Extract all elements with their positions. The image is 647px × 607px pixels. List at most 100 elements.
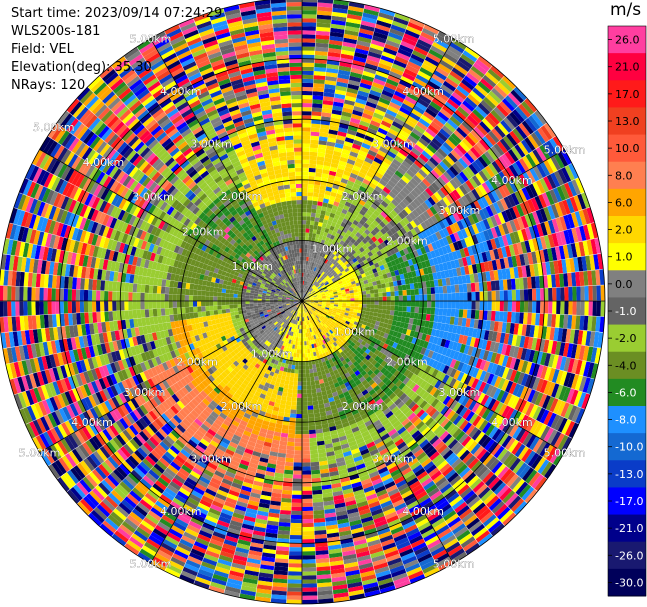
range-gate — [524, 214, 533, 227]
range-gate — [295, 357, 299, 362]
range-gate — [358, 150, 368, 157]
range-gate — [304, 276, 306, 281]
range-gate — [438, 238, 446, 248]
range-gate — [390, 67, 404, 76]
range-gate — [456, 126, 468, 138]
range-gate — [410, 295, 416, 301]
range-gate — [449, 70, 464, 82]
range-gate — [308, 257, 312, 262]
range-gate — [336, 270, 342, 275]
range-gate — [490, 238, 497, 250]
range-gate — [418, 204, 427, 213]
range-gate — [476, 141, 487, 154]
range-gate — [355, 157, 365, 165]
range-gate — [317, 251, 321, 256]
range-gate — [362, 304, 367, 308]
range-gate — [450, 149, 461, 161]
range-gate — [325, 250, 331, 256]
range-gate — [322, 235, 327, 241]
range-gate — [287, 583, 302, 588]
range-gate — [532, 238, 539, 252]
range-gate — [339, 212, 346, 219]
range-gate — [302, 58, 315, 63]
range-gate — [307, 277, 310, 282]
range-gate — [540, 125, 553, 140]
range-gate — [527, 301, 533, 313]
range-gate — [410, 228, 418, 237]
range-gate — [346, 158, 356, 166]
range-gate — [375, 23, 391, 32]
range-gate — [368, 93, 380, 101]
range-gate — [419, 153, 429, 163]
range-gate — [468, 177, 478, 189]
range-gate — [506, 114, 519, 128]
range-gate — [370, 43, 384, 52]
range-gate — [329, 212, 336, 218]
range-gate — [474, 310, 480, 320]
range-gate — [302, 377, 307, 382]
range-gate — [381, 51, 396, 60]
range-gate — [335, 268, 340, 273]
range-gate — [385, 39, 400, 49]
range-gate — [344, 214, 351, 221]
range-gate — [443, 184, 453, 194]
range-gate — [308, 293, 313, 297]
range-gate — [323, 268, 328, 273]
range-gate — [524, 227, 533, 240]
range-gate — [320, 266, 324, 271]
range-gate — [336, 77, 349, 84]
range-gate — [329, 292, 334, 296]
range-gate — [385, 267, 391, 274]
range-gate — [382, 292, 387, 297]
range-gate — [543, 206, 552, 221]
range-gate — [326, 207, 332, 213]
range-gate — [437, 189, 446, 199]
range-gate — [302, 450, 310, 455]
range-gate — [572, 301, 577, 315]
range-gate — [406, 222, 414, 231]
range-gate — [372, 219, 379, 227]
range-gate — [315, 267, 319, 273]
range-gate — [407, 230, 414, 239]
range-gate — [312, 501, 324, 507]
range-gate — [307, 196, 313, 201]
range-gate — [483, 291, 488, 301]
range-gate — [295, 434, 302, 439]
range-gate — [302, 183, 308, 188]
range-gate — [343, 37, 357, 45]
range-gate — [446, 308, 452, 317]
range-gate — [415, 74, 429, 84]
range-gate — [372, 35, 387, 44]
range-gate — [332, 105, 343, 112]
range-gate — [410, 189, 419, 199]
range-gate — [324, 275, 329, 280]
range-gate — [325, 292, 330, 295]
range-gate — [302, 579, 317, 584]
range-gate — [349, 203, 357, 210]
range-gate — [528, 183, 538, 198]
range-gate — [460, 238, 468, 249]
range-gate — [515, 175, 525, 189]
range-gate — [329, 225, 335, 231]
range-gate — [347, 235, 353, 242]
range-gate — [289, 413, 297, 418]
range-gate — [441, 218, 450, 228]
range-gate — [430, 169, 440, 180]
range-gate — [290, 526, 302, 532]
range-gate — [332, 271, 337, 276]
range-gate — [365, 59, 379, 67]
range-gate — [325, 72, 338, 78]
range-gate — [400, 242, 407, 250]
range-gate — [520, 241, 528, 254]
range-gate — [425, 187, 434, 197]
range-gate — [291, 502, 302, 507]
range-gate — [449, 165, 459, 177]
range-gate — [369, 308, 375, 313]
range-gate — [310, 143, 319, 149]
range-gate — [306, 381, 311, 386]
range-gate — [399, 106, 411, 116]
range-gate — [306, 385, 312, 390]
range-gate — [302, 539, 315, 544]
range-gate — [311, 291, 316, 295]
range-gate — [292, 486, 302, 491]
